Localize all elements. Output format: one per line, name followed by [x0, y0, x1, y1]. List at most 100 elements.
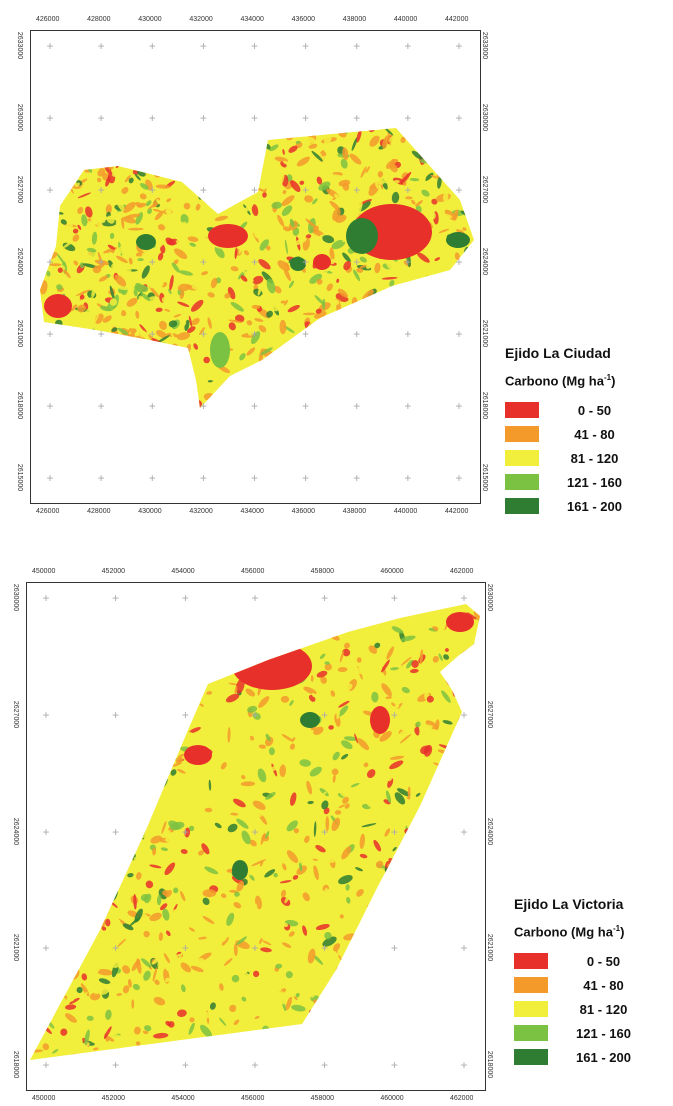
raster-patch: [311, 344, 319, 350]
raster-patch: [293, 237, 307, 246]
raster-patch: [336, 315, 346, 325]
raster-patch: [246, 369, 262, 374]
raster-patch: [122, 634, 135, 643]
raster-patch: [356, 364, 366, 373]
raster-patch: [183, 625, 191, 640]
raster-patch: [159, 158, 172, 163]
raster-patch: [78, 350, 82, 359]
raster-patch: [470, 905, 479, 916]
raster-patch: [432, 626, 439, 632]
raster-patch: [136, 872, 142, 880]
raster-patch: [151, 956, 162, 965]
raster-patch: [286, 409, 298, 415]
legend-title: Ejido La Ciudad: [505, 345, 611, 361]
raster-patch: [109, 298, 118, 306]
raster-patch: [439, 983, 447, 990]
raster-patch: [315, 845, 326, 853]
raster-patch: [113, 382, 117, 394]
raster-patch: [239, 276, 243, 291]
raster-patch: [81, 906, 90, 919]
raster-patch: [168, 288, 172, 295]
raster-patch: [466, 271, 474, 279]
raster-patch: [361, 604, 368, 616]
raster-patch: [87, 375, 103, 381]
raster-patch: [153, 1032, 169, 1039]
raster-patch: [217, 183, 226, 192]
raster-patch: [199, 326, 206, 336]
raster-patch: [466, 776, 473, 790]
raster-patch: [248, 1002, 256, 1015]
raster-patch: [388, 963, 395, 971]
raster-patch: [177, 196, 181, 202]
raster-patch: [78, 862, 85, 870]
raster-patch: [238, 148, 250, 157]
grid-cross: +: [251, 1058, 259, 1072]
raster-patch: [183, 694, 189, 700]
raster-patch: [55, 169, 64, 178]
raster-patch: [432, 352, 437, 367]
raster-patch: [121, 368, 129, 379]
raster-patch: [135, 630, 142, 642]
raster-patch: [88, 604, 97, 616]
raster-patch: [301, 1055, 309, 1060]
raster-patch: [379, 385, 394, 396]
raster-patch: [91, 965, 101, 974]
raster-patch: [204, 866, 219, 875]
grid-cross: +: [353, 255, 361, 269]
raster-patch: [133, 894, 137, 910]
raster-patch: [94, 706, 106, 719]
raster-patch: [355, 667, 364, 675]
raster-patch: [41, 349, 54, 357]
raster-patch: [273, 872, 278, 878]
legend-item: 81 - 120: [514, 997, 641, 1021]
raster-patch: [145, 880, 154, 889]
raster-patch: [103, 372, 106, 379]
raster-patch: [475, 747, 480, 756]
raster-patch: [444, 755, 449, 762]
raster-patch: [441, 847, 449, 859]
raster-patch: [99, 386, 111, 392]
raster-patch: [121, 187, 129, 195]
raster-patch: [68, 345, 79, 358]
raster-patch: [331, 817, 341, 832]
raster-patch: [151, 377, 159, 387]
raster-patch: [236, 936, 248, 946]
raster-patch: [469, 815, 473, 821]
raster-patch: [48, 288, 58, 295]
raster-patch: [219, 983, 224, 991]
raster-patch: [91, 128, 106, 132]
raster-patch: [333, 382, 341, 389]
raster-patch: [274, 220, 279, 227]
x-tick-label: 426000: [36, 508, 60, 515]
raster-patch: [454, 903, 461, 911]
raster-patch: [210, 277, 218, 289]
raster-patch: [88, 381, 98, 391]
raster-patch: [478, 654, 480, 663]
raster-patch: [398, 927, 403, 933]
raster-patch: [430, 152, 436, 158]
raster-patch: [478, 893, 480, 901]
raster-patch: [117, 938, 127, 948]
raster-patch: [196, 275, 202, 282]
raster-patch: [462, 353, 468, 360]
raster-patch: [126, 781, 136, 793]
raster-patch: [81, 214, 88, 227]
raster-patch: [177, 1009, 187, 1017]
raster-patch: [122, 268, 132, 276]
raster-patch: [280, 889, 287, 898]
raster-patch: [442, 720, 453, 725]
raster-patch: [40, 207, 47, 214]
raster-patch: [222, 306, 230, 317]
raster-patch: [328, 605, 334, 608]
raster-patch: [342, 165, 356, 174]
raster-patch: [271, 835, 277, 842]
raster-patch: [336, 357, 346, 370]
raster-patch: [116, 169, 122, 185]
raster-patch: [187, 236, 199, 242]
raster-patch: [119, 897, 129, 907]
raster-patch: [391, 305, 406, 308]
grid-cross: +: [250, 399, 258, 413]
raster-patch: [130, 294, 135, 299]
raster-patch: [115, 767, 127, 776]
grid-cross: +: [199, 399, 207, 413]
